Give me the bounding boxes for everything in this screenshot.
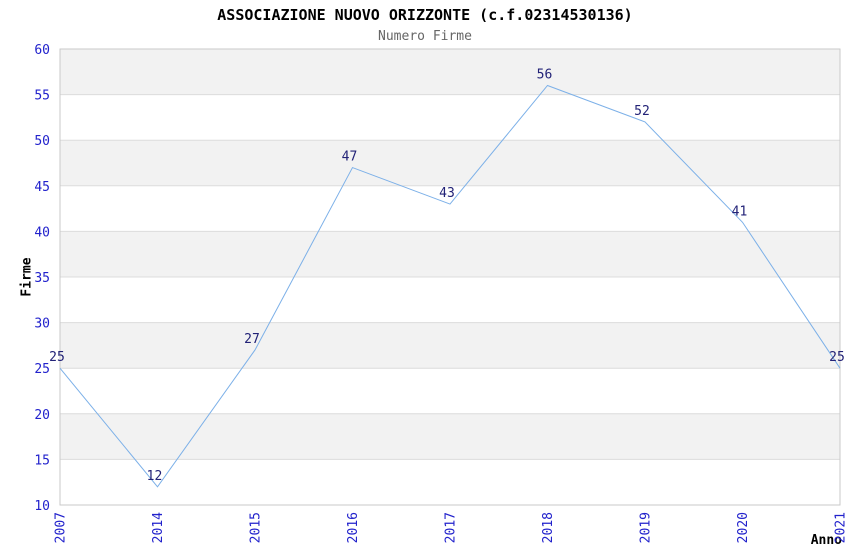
y-tick-label: 20 (34, 408, 50, 423)
x-tick-label: 2015 (249, 512, 264, 543)
grid-band (60, 277, 840, 323)
y-tick-label: 15 (34, 453, 50, 468)
y-tick-label: 55 (34, 89, 50, 104)
x-tick-label: 2021 (834, 512, 849, 543)
grid-band (60, 231, 840, 277)
grid-band (60, 94, 840, 141)
grid-band (60, 322, 840, 369)
grid-band (60, 49, 840, 95)
data-label: 25 (829, 350, 845, 365)
grid-band (60, 185, 840, 232)
y-tick-label: 60 (34, 43, 50, 58)
data-label: 43 (439, 186, 455, 201)
y-tick-label: 30 (34, 317, 50, 332)
grid-band (60, 459, 840, 505)
grid-band (60, 368, 840, 414)
x-tick-label: 2017 (444, 512, 459, 543)
x-tick-label: 2018 (541, 512, 556, 543)
chart-subtitle: Numero Firme (378, 29, 472, 44)
data-label: 52 (634, 104, 650, 119)
data-label: 56 (537, 67, 553, 82)
plot-border (59, 48, 841, 506)
x-tick-label: 2014 (151, 512, 166, 543)
x-tick-label: 2007 (54, 512, 69, 543)
data-label: 47 (342, 150, 358, 165)
y-tick-label: 50 (34, 134, 50, 149)
grid-band (60, 413, 840, 460)
x-axis-title: Anno (810, 533, 842, 548)
x-tick-label: 2019 (639, 512, 654, 543)
y-tick-label: 35 (34, 271, 50, 286)
data-label: 12 (147, 469, 163, 484)
x-tick-label: 2020 (736, 512, 751, 543)
y-tick-label: 25 (34, 362, 50, 377)
y-tick-label: 10 (34, 499, 50, 514)
grid-band (60, 140, 840, 186)
series-line (59, 84, 841, 488)
data-label: 41 (732, 204, 748, 219)
chart-title: ASSOCIAZIONE NUOVO ORIZZONTE (c.f.023145… (217, 6, 633, 24)
data-label: 25 (49, 350, 65, 365)
data-label: 27 (244, 332, 260, 347)
x-tick-label: 2016 (346, 512, 361, 543)
y-tick-label: 40 (34, 225, 50, 240)
y-tick-label: 45 (34, 180, 50, 195)
